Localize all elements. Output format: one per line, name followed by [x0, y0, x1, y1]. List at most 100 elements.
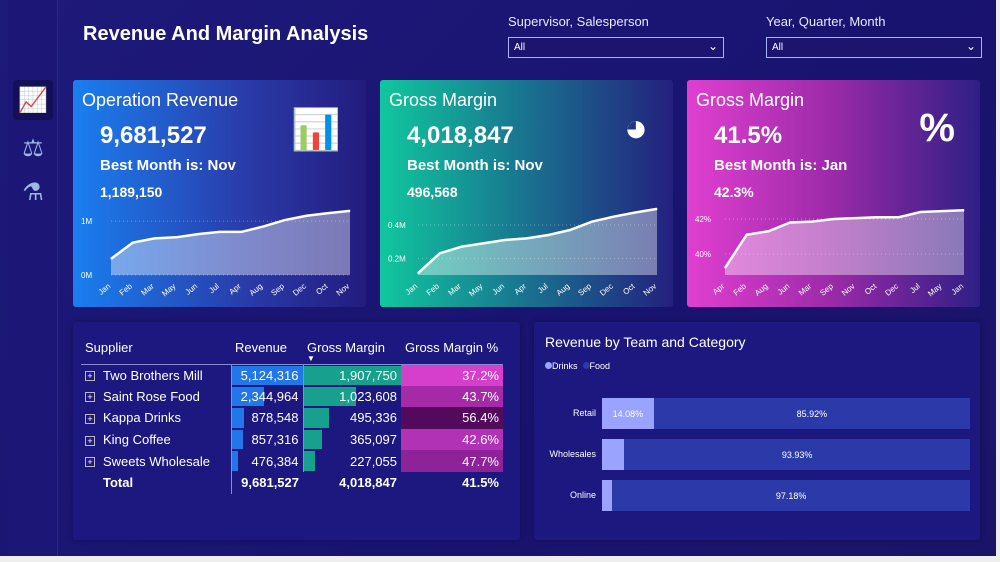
bar-segment-food[interactable]: 93.93%: [624, 439, 970, 470]
bar-segment-food[interactable]: 97.18%: [612, 480, 970, 511]
expand-icon[interactable]: +: [85, 414, 95, 425]
x-tick-label: Aug: [248, 282, 265, 298]
data-point[interactable]: [175, 236, 177, 238]
growth-chart-icon[interactable]: 📈: [13, 80, 53, 120]
data-point[interactable]: [569, 229, 571, 231]
gross-margin-pct-cell: 42.6%: [401, 428, 503, 451]
data-point[interactable]: [439, 252, 441, 254]
x-tick-label: Jul: [536, 281, 550, 295]
legend-drinks[interactable]: Drinks: [552, 361, 578, 371]
revenue-value: 878,548: [251, 410, 299, 426]
col-revenue[interactable]: Revenue: [235, 340, 288, 355]
date-dropdown[interactable]: All ⌄: [766, 37, 982, 58]
expand-icon[interactable]: +: [85, 457, 95, 468]
bar-segment-drinks[interactable]: [602, 439, 625, 470]
gross-margin-cell: 495,336: [302, 407, 401, 429]
category-label: Wholesales: [549, 449, 596, 459]
col-gross-margin[interactable]: Gross Margin ▼: [303, 336, 401, 364]
data-point[interactable]: [284, 219, 286, 221]
x-tick-label: Jun: [776, 282, 792, 297]
data-point[interactable]: [526, 237, 528, 239]
table-row[interactable]: + Sweets Wholesale 476,384 227,055 47.7%: [81, 450, 503, 472]
best-month: Best Month is: Nov: [407, 157, 543, 174]
revenue-sparkline: 0M 1M Jan Feb Mar May Jun Jul Apr Aug Sep Dec Oct Nov: [81, 209, 352, 298]
expand-icon[interactable]: +: [85, 435, 95, 446]
data-point[interactable]: [789, 222, 791, 223]
gross-margin-cell: 227,055: [302, 450, 401, 472]
data-point[interactable]: [153, 237, 155, 239]
y-tick-label: 1M: [81, 217, 92, 226]
data-point[interactable]: [811, 221, 813, 223]
bar-segment-drinks[interactable]: 14.08%: [602, 398, 654, 429]
data-point[interactable]: [110, 258, 112, 260]
data-point[interactable]: [132, 242, 134, 244]
bar-segment-drinks[interactable]: [602, 480, 613, 511]
sort-desc-icon: ▼: [307, 354, 315, 363]
revenue-bar: [231, 451, 239, 471]
data-point[interactable]: [656, 208, 658, 210]
data-point[interactable]: [634, 212, 636, 213]
data-point[interactable]: [240, 231, 242, 233]
data-point[interactable]: [591, 221, 593, 223]
legend-food[interactable]: Food: [589, 361, 611, 371]
x-tick-label: Oct: [314, 281, 330, 296]
data-point[interactable]: [327, 212, 329, 214]
data-point[interactable]: [504, 239, 506, 241]
data-point[interactable]: [460, 246, 462, 248]
table-row[interactable]: + Kappa Drinks 878,548 495,336 56.4%: [81, 407, 503, 429]
gross-margin-card: Gross Margin 4,018,847 Best Month is: No…: [380, 80, 673, 307]
x-tick-label: Nov: [335, 282, 352, 298]
data-point[interactable]: [724, 267, 726, 269]
data-point[interactable]: [417, 272, 419, 274]
data-point[interactable]: [833, 218, 835, 220]
data-point[interactable]: [746, 234, 748, 236]
data-point[interactable]: [482, 242, 484, 244]
x-tick-label: Apr: [227, 281, 243, 296]
flask-icon[interactable]: ⚗: [22, 178, 44, 206]
table-row[interactable]: + Saint Rose Food 2,344,964 1,023,608 43.…: [81, 385, 503, 408]
filter-label: Supervisor, Salesperson: [508, 14, 649, 29]
data-point[interactable]: [854, 217, 856, 219]
chevron-down-icon: ⌄: [707, 39, 718, 53]
balance-scale-icon[interactable]: ⚖: [22, 134, 44, 162]
data-point[interactable]: [963, 209, 965, 211]
col-supplier[interactable]: Supplier: [85, 340, 133, 355]
gross-margin-bar: [303, 429, 323, 450]
data-point[interactable]: [547, 234, 549, 236]
data-point[interactable]: [767, 230, 769, 232]
col-gross-margin-pct[interactable]: Gross Margin %: [405, 340, 499, 355]
card-title: Gross Margin: [696, 90, 805, 110]
gross-margin-pct-cell: 43.7%: [401, 385, 503, 408]
revenue-cell: 2,344,964: [230, 385, 303, 408]
data-point[interactable]: [306, 215, 308, 217]
data-point[interactable]: [898, 216, 900, 218]
x-tick-label: Oct: [863, 281, 879, 296]
data-point[interactable]: [613, 216, 615, 218]
x-tick-label: Oct: [621, 281, 637, 296]
supervisor-dropdown[interactable]: All ⌄: [508, 37, 724, 58]
data-point[interactable]: [349, 210, 351, 212]
data-point[interactable]: [262, 226, 264, 228]
x-tick-label: May: [467, 282, 484, 299]
expand-icon[interactable]: +: [85, 371, 95, 382]
percent-icon: %: [919, 106, 955, 150]
best-month: Best Month is: Nov: [100, 157, 236, 174]
table-row[interactable]: + King Coffee 857,316 365,097 42.6%: [81, 428, 503, 451]
table-row[interactable]: + Two Brothers Mill 5,124,316 1,907,750 3…: [81, 364, 503, 386]
data-point[interactable]: [920, 211, 922, 213]
data-point[interactable]: [941, 210, 943, 212]
card-value: 4,018,847: [407, 122, 514, 149]
gross-margin-value: 495,336: [350, 410, 397, 426]
data-point[interactable]: [219, 231, 221, 233]
data-point[interactable]: [876, 216, 878, 218]
x-tick-label: Jul: [908, 281, 922, 295]
bar-segment-food[interactable]: 85.92%: [653, 398, 970, 429]
pie-chart-icon: ◕: [623, 106, 648, 150]
total-gross-margin: 4,018,847: [339, 475, 397, 491]
expand-icon[interactable]: +: [85, 392, 95, 403]
total-row: Total 9,681,527 4,018,847 41.5%: [81, 471, 503, 494]
data-point[interactable]: [197, 233, 199, 235]
sidebar: 📈 ⚖ ⚗: [8, 0, 58, 556]
gross-margin-bar: [303, 386, 356, 407]
total-gross-margin-pct: 41.5%: [462, 475, 499, 491]
